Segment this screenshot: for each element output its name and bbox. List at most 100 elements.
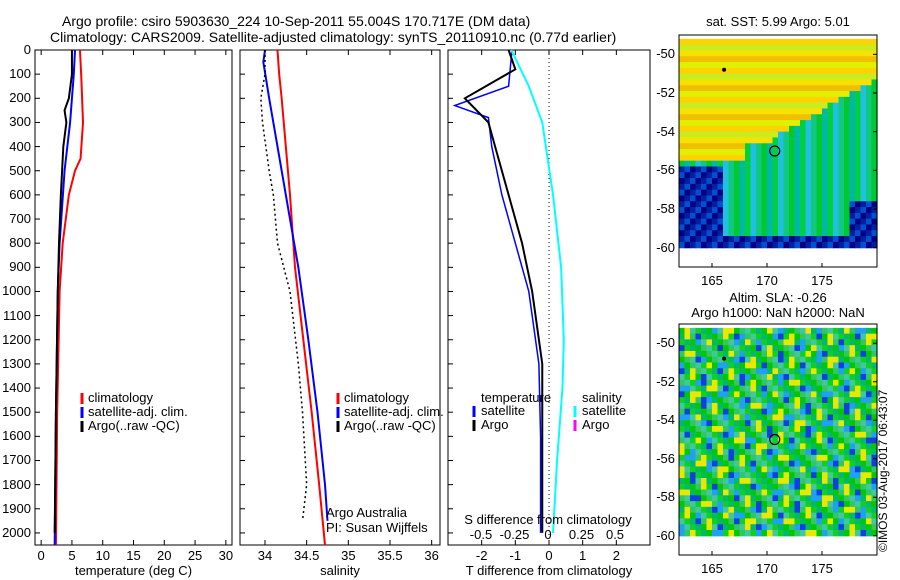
series-line-satellite-adj-clim- [262, 49, 329, 521]
map-image-2 [679, 327, 878, 537]
x-tick-label: 10 [95, 548, 110, 563]
map-x-tick-label: 175 [811, 273, 833, 288]
map-y-tick-label: -60 [656, 527, 675, 543]
map-title-sla: Altim. SLA: -0.26 [729, 290, 827, 305]
map-title-sst: sat. SST: 5.99 Argo: 5.01 [706, 14, 850, 29]
map-y-tick-label: -60 [656, 239, 675, 255]
y-tick-label: 200 [9, 90, 31, 106]
x-tick-label: 2 [612, 548, 620, 563]
x-tick-label: -2 [475, 548, 488, 563]
map-y-tick-label: -52 [656, 85, 675, 100]
s-axis-label: S difference from climatology [464, 512, 632, 527]
x-tick-label: 30 [218, 548, 234, 563]
map-x-tick-label: 175 [811, 561, 833, 576]
s-tick-label: -0.25 [499, 527, 530, 542]
y-tick-label: 800 [9, 235, 31, 251]
y-tick-label: 1800 [2, 476, 31, 492]
map-y-tick-label: -50 [656, 335, 675, 351]
map-frame [678, 323, 878, 556]
x-tick-label: 36 [424, 548, 439, 563]
y-tick-label: 500 [9, 162, 31, 178]
y-tick-label: 2000 [2, 524, 31, 540]
map-y-tick-label: -52 [656, 373, 675, 389]
map-x-tick-label: 165 [701, 561, 723, 576]
map-y-tick-label: -56 [656, 162, 675, 178]
map-frame [678, 34, 878, 268]
figure-title-line1: Argo profile: csiro 5903630_224 10-Sep-2… [62, 13, 531, 29]
y-tick-label: 400 [9, 138, 31, 154]
y-tick-label: 1200 [2, 331, 31, 347]
y-tick-label: 600 [9, 186, 31, 202]
legend-label: satellite-adj. clim. [88, 404, 188, 419]
legend-label: Argo(..raw -QC) [344, 418, 436, 433]
y-tick-label: 300 [9, 114, 31, 130]
island-marker [722, 67, 727, 72]
y-tick-label: 1600 [2, 428, 31, 444]
legend-label: Argo(..raw -QC) [88, 418, 180, 433]
legend-label: Argo [481, 417, 509, 432]
argo-float-marker [769, 145, 781, 157]
s-tick-label: 0.25 [568, 527, 595, 542]
y-tick-label: 0 [23, 42, 31, 57]
map-x-tick-label: 165 [701, 273, 723, 288]
map-x-tick-label: 170 [756, 561, 778, 576]
s-tick-label: -0.5 [469, 527, 493, 542]
legend-label: satellite-adj. clim. [344, 404, 444, 419]
y-tick-label: 700 [9, 211, 31, 227]
y-tick-label: 1300 [2, 355, 31, 371]
map-y-tick-label: -54 [656, 412, 675, 428]
y-tick-label: 100 [9, 66, 31, 82]
legend-label: climatology [88, 390, 154, 405]
timestamp-stamp: ©IMOS 03-Aug-2017 06:43:07 [876, 389, 890, 552]
x-axis-label: temperature (deg C) [74, 563, 193, 578]
y-tick-label: 1400 [2, 380, 31, 396]
series-line-temperature-argo [463, 49, 544, 533]
series-line-argo-raw-qc- [53, 50, 73, 533]
x-tick-label: 34.5 [294, 548, 320, 563]
y-tick-label: 1100 [3, 307, 31, 323]
legend-heading: temperature [481, 390, 552, 405]
x-tick-label: 0 [37, 548, 45, 563]
x-tick-label: 25 [187, 548, 203, 563]
map-y-tick-label: -54 [656, 123, 675, 139]
x-tick-label: 0 [545, 548, 553, 563]
legend-heading: salinity [582, 390, 622, 405]
legend-label: satellite [481, 403, 526, 418]
y-tick-label: 1000 [2, 283, 31, 299]
x-tick-label: 35 [341, 548, 356, 563]
series-line-salinity-satellite [510, 49, 565, 533]
s-tick-label: 0 [544, 527, 552, 542]
x-axis-label: T difference from climatology [465, 563, 633, 578]
series-line-argo-raw-qc- [260, 50, 308, 521]
map-y-tick-label: -58 [656, 489, 675, 505]
x-tick-label: 1 [579, 548, 587, 563]
map-title-steric: Argo h1000: NaN h2000: NaN [691, 305, 865, 320]
series-line-climatology [54, 49, 85, 546]
y-tick-label: 900 [9, 259, 31, 275]
x-axis-label: salinity [320, 563, 360, 578]
y-tick-label: 1500 [2, 404, 31, 420]
y-tick-label: 1700 [2, 452, 31, 468]
map-y-tick-label: -50 [656, 46, 675, 62]
island-marker [722, 356, 727, 361]
x-tick-label: 34 [257, 548, 273, 563]
annotation-line: Argo Australia [326, 505, 407, 520]
series-line-climatology [276, 49, 326, 546]
legend-label: satellite [582, 403, 627, 418]
x-tick-label: 15 [126, 548, 141, 563]
legend-label: climatology [344, 390, 410, 405]
annotation-line: PI: Susan Wijffels [326, 520, 428, 535]
map-y-tick-label: -56 [656, 450, 675, 466]
map-image-1 [679, 38, 878, 249]
series-line-temperature-satellite [452, 49, 542, 533]
figure-title-line2: Climatology: CARS2009. Satellite-adjuste… [50, 29, 617, 45]
x-tick-label: 20 [157, 548, 172, 563]
s-tick-label: 0.5 [605, 527, 625, 542]
map-x-tick-label: 170 [756, 273, 778, 288]
legend-label: Argo [582, 417, 610, 432]
panel-frame-2 [239, 49, 441, 546]
x-tick-label: -1 [509, 548, 522, 563]
map-y-tick-label: -58 [656, 201, 675, 216]
